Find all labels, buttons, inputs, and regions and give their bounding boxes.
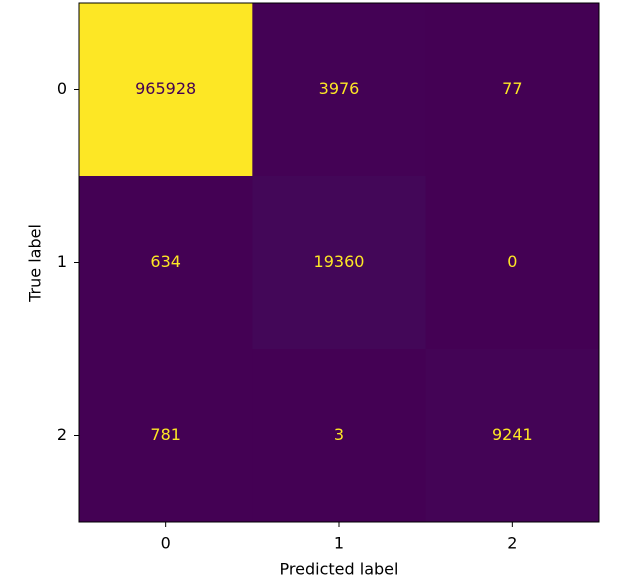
heatmap-cell <box>252 3 427 177</box>
heatmap-cell <box>425 176 600 350</box>
x-tick-label: 0 <box>161 534 171 553</box>
cell-label: 77 <box>502 79 522 98</box>
cell-label: 3 <box>334 425 344 444</box>
heatmap-cell <box>425 349 600 523</box>
x-tick-label: 1 <box>334 534 344 553</box>
cell-label: 0 <box>507 252 517 271</box>
heatmap-cell <box>79 176 253 350</box>
heatmap-cell <box>425 3 600 177</box>
cell-label: 19360 <box>314 252 365 271</box>
heatmap-cell <box>79 349 253 523</box>
y-tick-label: 2 <box>57 425 67 444</box>
cell-label: 781 <box>150 425 181 444</box>
y-axis-label: True label <box>26 224 45 303</box>
x-axis-label: Predicted label <box>280 560 399 578</box>
heatmap-cell <box>252 176 427 350</box>
cell-label: 9241 <box>492 425 533 444</box>
y-tick-label: 0 <box>57 79 67 98</box>
cell-label: 634 <box>150 252 181 271</box>
heatmap-cell <box>79 3 253 177</box>
cell-label: 3976 <box>319 79 360 98</box>
y-tick-label: 1 <box>57 252 67 271</box>
heatmap-cell <box>252 349 427 523</box>
cell-label: 965928 <box>135 79 196 98</box>
x-tick-label: 2 <box>507 534 517 553</box>
